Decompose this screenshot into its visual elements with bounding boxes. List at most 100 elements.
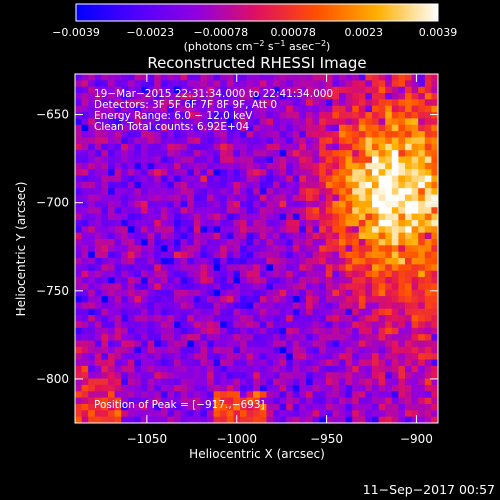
heatmap-cell <box>246 156 254 164</box>
heatmap-cell <box>352 124 360 132</box>
colorbar-tick-label: 0.0023 <box>344 26 383 39</box>
heatmap-cell <box>418 308 426 316</box>
heatmap-cell <box>279 296 287 304</box>
heatmap-cell <box>279 372 287 380</box>
heatmap-cell <box>385 372 393 380</box>
heatmap-cell <box>207 86 215 94</box>
heatmap-cell <box>75 207 83 215</box>
heatmap-cell <box>121 270 129 278</box>
heatmap-cell <box>424 365 432 373</box>
heatmap-cell <box>266 143 274 151</box>
heatmap-cell <box>292 258 300 265</box>
heatmap-cell <box>213 416 221 423</box>
heatmap-cell <box>405 175 413 183</box>
heatmap-cell <box>411 162 419 170</box>
heatmap-cell <box>418 416 426 423</box>
heatmap-cell <box>319 238 327 246</box>
heatmap-cell <box>372 219 380 227</box>
heatmap-cell <box>339 74 347 81</box>
heatmap-cell <box>147 289 155 297</box>
heatmap-cell <box>220 105 228 113</box>
heatmap-cell <box>398 207 406 215</box>
heatmap-cell <box>94 169 102 177</box>
heatmap-cell <box>253 213 261 221</box>
heatmap-cell <box>94 74 102 81</box>
heatmap-cell <box>266 232 274 240</box>
heatmap-cell <box>325 372 333 380</box>
heatmap-cell <box>226 397 234 405</box>
heatmap-cell <box>259 277 267 284</box>
heatmap-cell <box>339 226 347 234</box>
heatmap-cell <box>180 346 188 354</box>
heatmap-cell <box>220 321 228 329</box>
heatmap-cell <box>405 410 413 418</box>
heatmap-cell <box>292 403 300 411</box>
heatmap-cell <box>193 219 201 227</box>
heatmap-cell <box>372 315 380 323</box>
heatmap-cell <box>180 308 188 316</box>
heatmap-cell <box>101 251 109 259</box>
heatmap-cell <box>424 296 432 304</box>
heatmap-cell <box>213 124 221 132</box>
heatmap-cell <box>253 416 261 423</box>
heatmap-cell <box>378 340 386 348</box>
heatmap-cell <box>233 86 241 94</box>
heatmap-cell <box>411 226 419 234</box>
heatmap-cell <box>352 226 360 234</box>
heatmap-cell <box>398 150 406 158</box>
heatmap-cell <box>405 105 413 113</box>
heatmap-cell <box>411 131 419 139</box>
heatmap-cell <box>187 112 195 120</box>
heatmap-cell <box>431 251 438 259</box>
heatmap-cell <box>134 105 142 113</box>
heatmap-cell <box>213 296 221 304</box>
heatmap-cell <box>352 327 360 335</box>
heatmap-cell <box>88 169 96 177</box>
heatmap-cell <box>325 124 333 132</box>
heatmap-cell <box>108 169 116 177</box>
heatmap-cell <box>246 334 254 342</box>
heatmap-cell <box>154 353 162 361</box>
heatmap-cell <box>187 397 195 405</box>
heatmap-cell <box>207 321 215 329</box>
heatmap-cell <box>121 219 129 227</box>
heatmap-cell <box>114 86 122 94</box>
heatmap-cell <box>101 194 109 202</box>
heatmap-cell <box>101 334 109 342</box>
heatmap-cell <box>345 238 353 246</box>
heatmap-cell <box>81 200 89 208</box>
heatmap-cell <box>141 289 149 297</box>
heatmap-cell <box>108 378 116 386</box>
heatmap-cell <box>398 245 406 253</box>
heatmap-cell <box>246 99 254 107</box>
heatmap-cell <box>365 169 373 177</box>
heatmap-cell <box>312 365 320 373</box>
heatmap-cell <box>312 232 320 240</box>
heatmap-cell <box>75 143 83 151</box>
heatmap-cell <box>154 137 162 145</box>
heatmap-cell <box>114 245 122 253</box>
heatmap-cell <box>411 181 419 189</box>
heatmap-cell <box>398 277 406 284</box>
heatmap-cell <box>246 169 254 177</box>
heatmap-cell <box>286 302 294 310</box>
heatmap-cell <box>299 315 307 323</box>
heatmap-cell <box>273 162 281 170</box>
heatmap-cell <box>174 131 182 139</box>
heatmap-cell <box>233 181 241 189</box>
heatmap-cell <box>226 315 234 323</box>
heatmap-cell <box>378 156 386 164</box>
heatmap-cell <box>101 150 109 158</box>
heatmap-cell <box>81 175 89 183</box>
heatmap-cell <box>372 308 380 316</box>
heatmap-cell <box>233 391 241 399</box>
heatmap-cell <box>312 302 320 310</box>
heatmap-cell <box>292 131 300 139</box>
heatmap-cell <box>154 188 162 196</box>
heatmap-cell <box>306 156 314 164</box>
heatmap-cell <box>88 378 96 386</box>
heatmap-cell <box>220 245 228 253</box>
heatmap-cell <box>273 238 281 246</box>
heatmap-cell <box>81 245 89 253</box>
heatmap-cell <box>345 359 353 367</box>
